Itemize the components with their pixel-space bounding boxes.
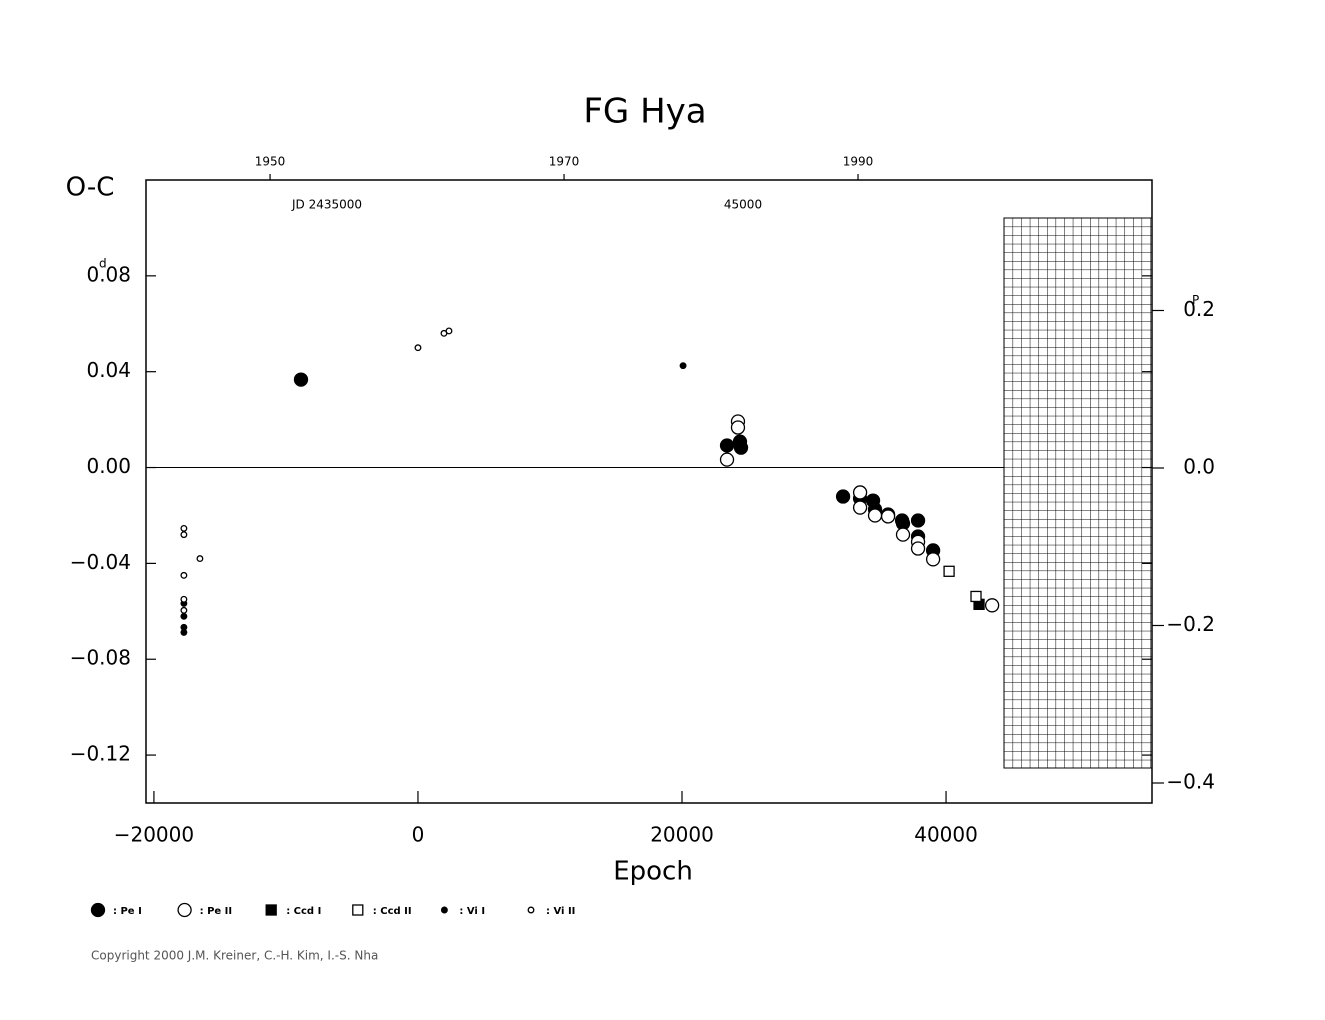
y-axis-label: O-C [66,173,115,203]
data-point [984,598,1000,613]
data-point [730,420,746,435]
data-point [414,344,422,352]
y-tick-label: 0.00 [86,454,131,478]
data-point [679,362,687,370]
legend-label: : Pe II [200,906,233,917]
legend-marker [177,902,192,918]
legend-marker [352,904,364,916]
x-tick-label: 0 [412,823,425,847]
legend-label: : Vi II [546,906,575,917]
y-tick-label: 0.08 [86,262,131,286]
data-point [196,555,204,563]
x-tick-label: 40000 [914,823,978,847]
data-point [733,440,749,455]
data-point [970,590,982,603]
data-point [910,541,926,556]
data-point [180,524,188,532]
legend-label: : Ccd II [373,906,412,917]
x-axis-label: Epoch [613,857,693,887]
data-point [445,327,453,335]
y2-tick-label: 0.2 [1183,297,1215,321]
chart-title: FG Hya [583,92,706,132]
x-tick-label: −20000 [114,823,194,847]
y-tick-label: −0.08 [70,646,131,670]
data-point [910,513,926,528]
legend-label: : Ccd I [286,906,321,917]
y2-unit: P [1192,293,1199,307]
legend-marker [90,902,106,918]
data-point [293,372,309,387]
legend-marker [527,906,535,914]
legend-marker [440,906,448,914]
data-point [880,509,896,524]
y2-tick-label: −0.4 [1166,769,1215,793]
y-unit: d [99,256,107,270]
y2-tick-label: −0.2 [1166,612,1215,636]
data-point [180,606,188,614]
legend-label: : Vi I [459,906,485,917]
data-point [719,452,735,467]
data-point [925,552,941,567]
data-point [180,628,188,636]
data-point [719,438,735,453]
x-tick-label: 20000 [650,823,714,847]
data-point [180,612,188,620]
data-point [852,485,868,500]
data-point [867,508,883,523]
data-point [852,500,868,515]
x2-tick-label: 1990 [843,155,874,169]
x2-tick-label: 1970 [549,155,580,169]
data-point [180,595,188,603]
copyright: Copyright 2000 J.M. Kreiner, C.-H. Kim, … [91,949,378,963]
y2-tick-label: 0.0 [1183,454,1215,478]
y-tick-label: 0.04 [86,358,131,382]
legend-marker [265,904,277,916]
legend-label: : Pe I [113,906,142,917]
y-tick-label: −0.12 [70,742,131,766]
plot-frame [145,179,1153,804]
data-point [895,527,911,542]
data-point [943,565,955,577]
data-point [835,489,851,504]
jd-label: 45000 [724,198,762,212]
data-point [180,531,188,539]
hatched-region [1003,217,1153,769]
data-point [180,571,188,579]
x2-tick-label: 1950 [255,155,286,169]
y-tick-label: −0.04 [70,550,131,574]
jd-label: JD 2435000 [291,198,362,212]
